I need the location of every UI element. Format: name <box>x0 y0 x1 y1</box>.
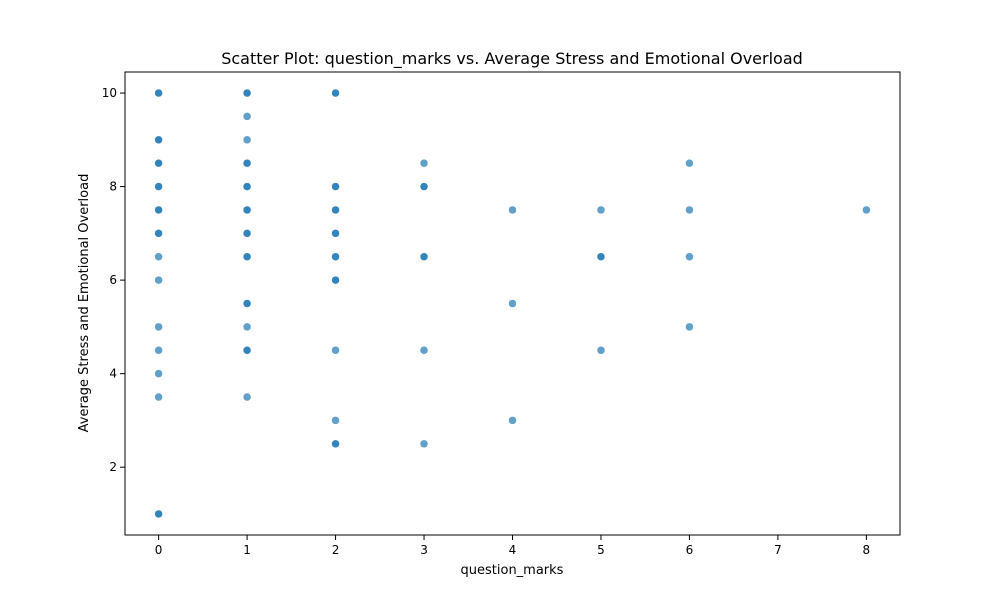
data-point <box>331 346 340 355</box>
data-point <box>596 252 606 261</box>
data-point <box>419 346 429 355</box>
data-point <box>242 299 252 308</box>
data-point <box>154 229 163 238</box>
data-point <box>331 252 340 261</box>
y-tick-label: 8 <box>109 180 117 194</box>
x-axis-ticks: 0 1 2 3 4 5 6 7 8 <box>155 535 870 557</box>
data-point <box>242 182 252 191</box>
data-point <box>331 229 340 238</box>
data-point <box>154 88 163 98</box>
data-point <box>685 158 694 168</box>
data-point <box>242 205 252 215</box>
data-point <box>419 158 429 168</box>
data-point <box>242 322 252 332</box>
data-point <box>154 182 163 191</box>
data-point <box>331 416 340 425</box>
x-tick-label: 3 <box>420 543 428 557</box>
x-tick-label: 8 <box>863 543 871 557</box>
x-tick-label: 5 <box>597 543 605 557</box>
data-point <box>154 369 163 378</box>
y-tick-label: 6 <box>109 273 117 287</box>
data-point <box>419 439 429 449</box>
data-point <box>242 346 252 355</box>
x-tick-label: 7 <box>774 543 782 557</box>
data-point <box>508 205 517 215</box>
data-point <box>154 275 163 285</box>
data-point <box>154 509 163 519</box>
data-point <box>331 205 340 215</box>
data-point <box>154 252 163 261</box>
data-point <box>242 392 252 402</box>
data-point <box>331 275 340 285</box>
y-axis-ticks: 2 4 6 8 10 <box>102 86 125 474</box>
chart-title: Scatter Plot: question_marks vs. Average… <box>221 49 803 69</box>
y-tick-label: 4 <box>109 367 117 381</box>
x-tick-label: 6 <box>686 543 694 557</box>
data-point <box>685 252 694 261</box>
data-point <box>242 112 252 121</box>
data-point <box>862 205 871 215</box>
data-point <box>331 182 340 191</box>
data-point <box>331 439 340 449</box>
y-tick-label: 2 <box>109 460 117 474</box>
data-point <box>154 135 163 145</box>
y-tick-label: 10 <box>102 86 117 100</box>
x-axis-label: question_marks <box>461 563 564 578</box>
data-point <box>154 205 163 215</box>
data-point <box>685 205 694 215</box>
x-tick-label: 0 <box>155 543 163 557</box>
data-point <box>419 252 429 261</box>
data-point <box>508 416 517 425</box>
data-point <box>596 346 606 355</box>
data-point <box>154 322 163 332</box>
data-point <box>154 158 163 168</box>
data-point <box>154 346 163 355</box>
data-point <box>508 299 517 308</box>
data-point <box>242 252 252 261</box>
data-point <box>242 88 252 98</box>
points-layer <box>154 88 871 519</box>
data-point <box>596 205 606 215</box>
x-tick-label: 1 <box>243 543 251 557</box>
data-point <box>242 229 252 238</box>
data-point <box>419 182 429 191</box>
data-point <box>154 392 163 402</box>
data-point <box>242 135 252 145</box>
y-axis-label: Average Stress and Emotional Overload <box>77 174 92 433</box>
data-point <box>242 158 252 168</box>
x-tick-label: 4 <box>509 543 517 557</box>
x-tick-label: 2 <box>332 543 340 557</box>
data-point <box>685 322 694 332</box>
data-point <box>331 88 340 98</box>
